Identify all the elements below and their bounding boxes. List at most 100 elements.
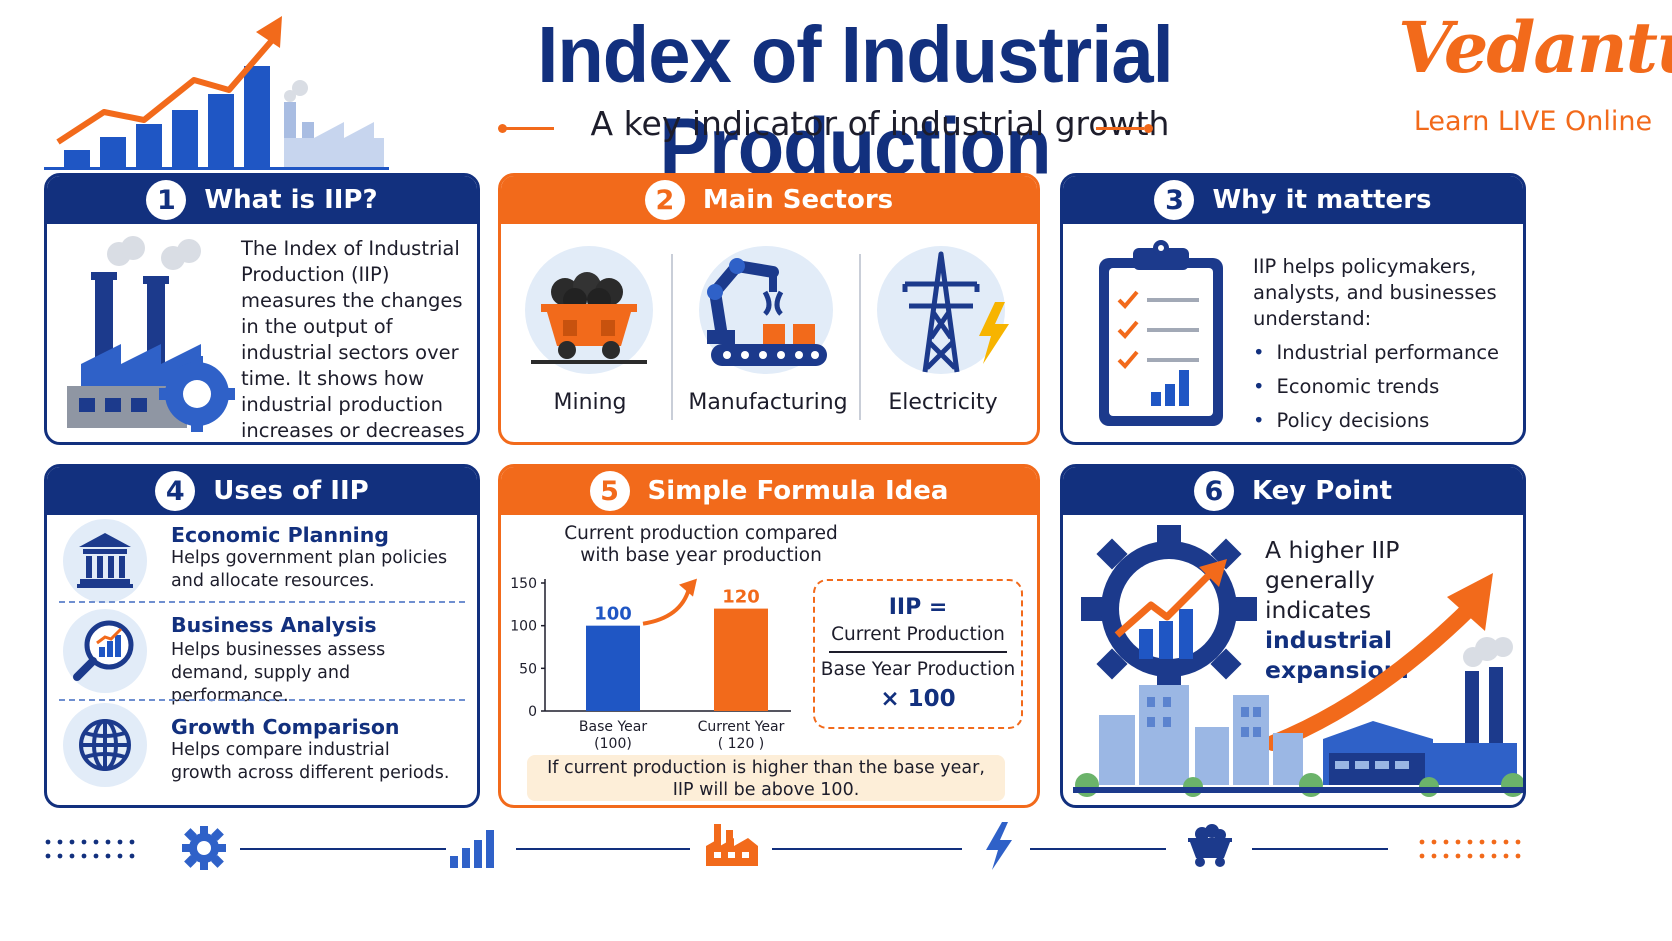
factory-gear-icon — [67, 236, 235, 432]
sector-divider — [859, 254, 861, 420]
government-building-icon — [77, 533, 133, 588]
use-divider — [59, 699, 465, 701]
x-tick-label: (100) — [594, 736, 632, 752]
key-point-line: A higher IIP — [1265, 536, 1400, 564]
formula-multiplier: × 100 — [880, 686, 956, 712]
formula-note: If current production is higher than the… — [527, 755, 1005, 801]
card-title: Key Point — [1251, 476, 1393, 506]
brand-logo[interactable]: Vedantu — [1398, 6, 1672, 89]
card-header: 1 What is IIP? — [47, 176, 477, 224]
x-tick-label: ( 120 ) — [718, 736, 765, 752]
card-header: 3 Why it matters — [1063, 176, 1523, 224]
footer-divider — [240, 848, 446, 850]
growth-arrow-head — [679, 578, 697, 597]
city-growth-illustration — [1073, 573, 1523, 797]
y-tick-label: 150 — [510, 576, 537, 592]
formula-numerator: Current Production — [831, 624, 1005, 645]
clipboard-checklist-icon — [1099, 240, 1223, 426]
use-desc-business-analysis: Helps businesses assess demand, supply a… — [171, 640, 386, 706]
growth-arrow — [642, 587, 691, 626]
card-header: 4 Uses of IIP — [47, 467, 477, 515]
sector-divider — [671, 254, 673, 420]
footer-dot — [1503, 853, 1509, 859]
subtitle-dash-left — [506, 127, 554, 130]
footer-dots-right — [1419, 839, 1521, 859]
bar-chart-icon — [450, 830, 494, 868]
card-header: 2 Main Sectors — [501, 176, 1037, 224]
footer-dot — [1443, 839, 1449, 845]
footer-dots-left — [45, 839, 135, 859]
bar-value-label: 100 — [594, 604, 632, 625]
subtitle-dot-left — [498, 124, 507, 133]
gear-growth-icon — [1081, 525, 1257, 691]
bar — [714, 608, 768, 711]
footer-dot — [1479, 839, 1485, 845]
key-point-line: indicates — [1265, 596, 1372, 624]
footer-divider — [1030, 848, 1166, 850]
use-divider — [59, 601, 465, 603]
footer-dot — [1515, 839, 1521, 845]
card-number: 5 — [589, 471, 630, 511]
power-tower-icon — [902, 251, 1009, 373]
iip-definition-text: The Index of Industrial Production (IIP)… — [241, 237, 465, 442]
footer-dot — [81, 839, 87, 845]
footer-dot — [1467, 839, 1473, 845]
sector-label-electricity: Electricity — [888, 390, 998, 415]
footer-dot — [1455, 853, 1461, 859]
y-tick-label: 0 — [528, 704, 537, 720]
footer-dot — [45, 839, 51, 845]
x-tick-label: Current Year — [698, 719, 785, 735]
footer-dot — [117, 839, 123, 845]
footer-dot — [129, 853, 135, 859]
bullet-item: Policy decisions — [1253, 404, 1513, 438]
y-tick-label: 50 — [519, 661, 537, 677]
card-number: 2 — [644, 180, 685, 220]
header-growth-illustration — [44, 16, 389, 170]
key-point-text: A higher IIP generally indicates industr… — [1265, 535, 1425, 685]
formula-fraction-bar — [829, 651, 1007, 653]
page-subtitle: A key indicator of industrial growth — [590, 104, 1170, 143]
chart-caption: Current production compared with base ye… — [541, 523, 861, 567]
globe-icon — [79, 719, 131, 771]
footer-dot — [1491, 839, 1497, 845]
card-uses-of-iip: 4 Uses of IIP Economic Planning Helps go… — [44, 464, 480, 808]
footer-dot — [81, 853, 87, 859]
use-title-business-analysis: Business Analysis — [171, 613, 377, 637]
footer-dot — [1443, 853, 1449, 859]
footer-dot — [1491, 853, 1497, 859]
formula-box: IIP = Current Production Base Year Produ… — [813, 579, 1023, 729]
footer-dot — [1431, 839, 1437, 845]
footer-dot — [45, 853, 51, 859]
footer-dot — [69, 853, 75, 859]
card-title: What is IIP? — [204, 185, 378, 215]
bar — [586, 625, 640, 711]
chart-caption-line: with base year production — [580, 545, 822, 566]
card-main-sectors: 2 Main Sectors Mining Manufacturing — [498, 173, 1040, 445]
formula-denominator: Base Year Production — [820, 659, 1016, 680]
iip-bar-chart: 150 100 50 0 100 Base Year(100) 120 Current Yea… — [510, 576, 791, 752]
factory-icon — [706, 824, 758, 866]
card-title: Main Sectors — [702, 185, 894, 215]
sector-label-mining: Mining — [553, 390, 627, 415]
bar-value-label: 120 — [722, 587, 760, 608]
card-formula: 5 Simple Formula Idea Current production… — [498, 464, 1040, 808]
bullet-item: Economic trends — [1253, 370, 1513, 404]
use-desc-growth-comparison: Helps compare industrial growth across d… — [171, 740, 450, 783]
footer-dot — [1503, 839, 1509, 845]
brand-tagline: Learn LIVE Online — [1413, 106, 1653, 137]
robot-arm-icon — [707, 258, 827, 366]
footer-dot — [1479, 853, 1485, 859]
footer-dot — [1431, 853, 1437, 859]
subtitle-dash-right — [1096, 127, 1144, 130]
card-number: 3 — [1154, 180, 1195, 220]
magnifier-chart-icon — [73, 620, 134, 681]
formula-note-line: If current production is higher than the… — [547, 758, 985, 778]
footer-dot — [1455, 839, 1461, 845]
card-number: 1 — [146, 180, 187, 220]
formula-lhs: IIP = — [888, 595, 948, 620]
footer-divider — [772, 848, 962, 850]
footer-dot — [1467, 853, 1473, 859]
lightning-icon — [986, 822, 1012, 870]
why-intro-text: IIP helps policymakers, analysts, and bu… — [1253, 255, 1497, 330]
footer-divider — [516, 848, 690, 850]
